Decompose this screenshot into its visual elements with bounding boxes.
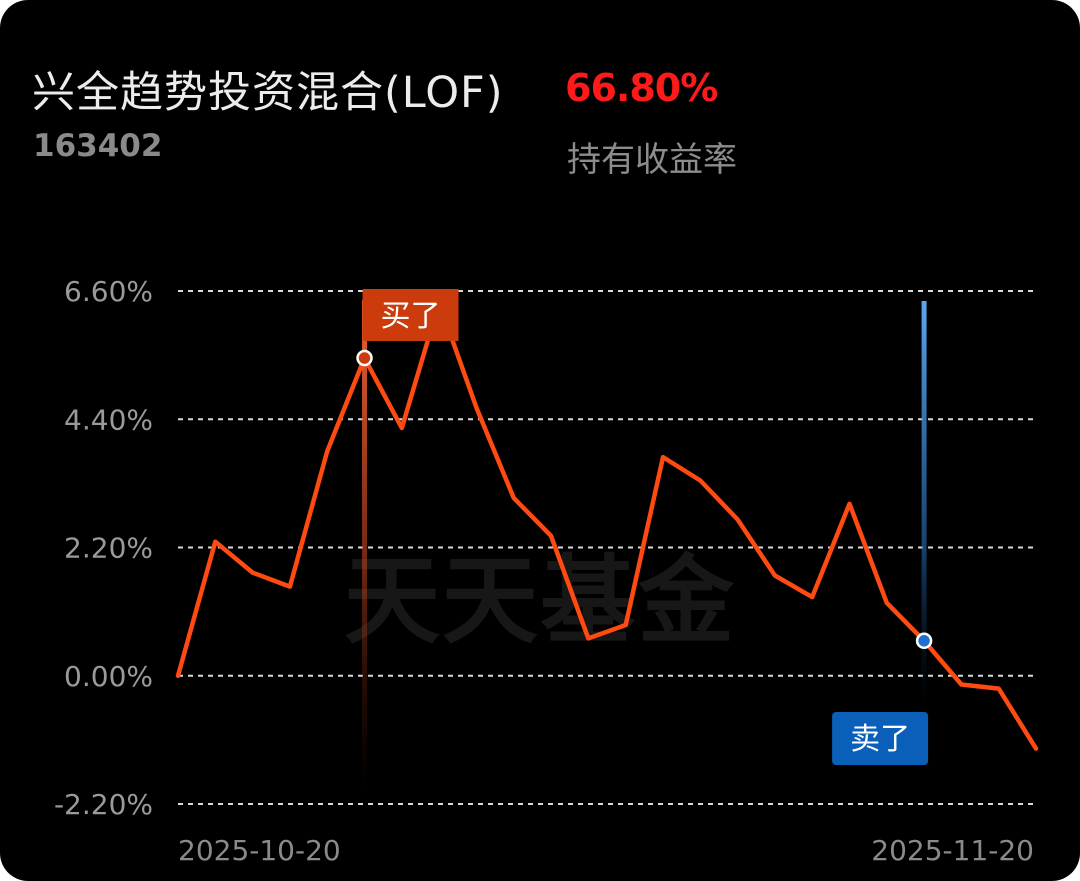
sell-marker-line — [921, 301, 927, 706]
holding-return-label: 持有收益率 — [567, 140, 737, 180]
grid-lines — [178, 290, 1036, 805]
y-tick-label: 6.60% — [64, 275, 153, 308]
y-axis-ticks: 6.60% 4.40% 2.20% 0.00% -2.20% — [54, 275, 153, 821]
buy-point — [356, 349, 373, 367]
fund-code: 163402 — [33, 128, 163, 164]
x-axis-ticks: 2025-10-20 2025-11-20 — [178, 834, 1034, 867]
y-tick-label: 2.20% — [64, 532, 153, 565]
buy-tag — [362, 289, 459, 341]
y-tick-label: -2.20% — [54, 788, 153, 821]
trade-marker-lines — [362, 300, 927, 790]
x-tick-start: 2025-10-20 — [178, 834, 341, 867]
watermark: 天天基金 — [344, 545, 736, 657]
y-tick-label: 0.00% — [64, 660, 153, 693]
holding-return-value: 66.80% — [565, 66, 718, 110]
fund-name: 兴全趋势投资混合(LOF) — [32, 68, 504, 118]
sell-tag-label: 卖了 — [850, 722, 910, 757]
sell-point — [915, 632, 933, 650]
y-tick-label: 4.40% — [64, 403, 153, 436]
buy-tag-label: 买了 — [381, 299, 441, 334]
sell-tag — [832, 712, 929, 765]
x-tick-end: 2025-11-20 — [871, 834, 1034, 867]
series-line — [175, 300, 1039, 751]
buy-marker-line — [362, 300, 368, 790]
